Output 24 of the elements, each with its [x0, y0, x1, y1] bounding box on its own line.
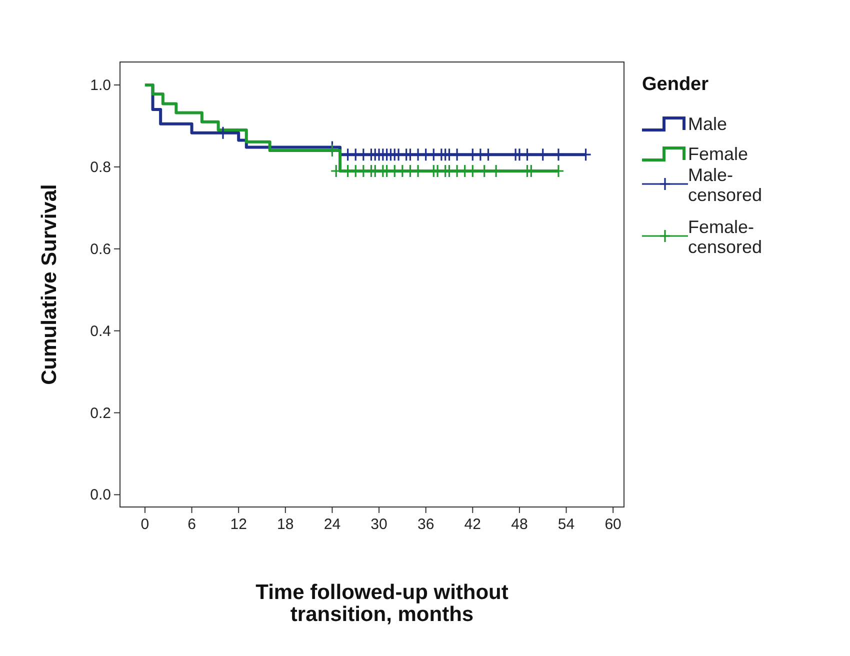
legend-label: Male-censored [688, 165, 762, 205]
x-tick-label: 36 [417, 516, 434, 533]
legend-label: Male [688, 114, 728, 134]
x-tick-label: 0 [140, 516, 150, 533]
y-tick-label: 1.0 [90, 76, 111, 94]
legend-title: Gender [642, 74, 710, 95]
x-tick-label: 60 [604, 516, 622, 533]
y-tick-label: 0.4 [90, 322, 111, 340]
y-tick-label: 0.6 [90, 240, 111, 258]
x-tick-label: 24 [324, 516, 341, 533]
y-tick-label: 0.8 [90, 158, 111, 176]
x-tick-label: 54 [558, 516, 575, 533]
x-tick-label: 30 [370, 516, 388, 533]
legend-label: Female-censored [688, 217, 762, 257]
x-tick-label: 6 [188, 516, 196, 533]
legend-label: Female [688, 144, 748, 164]
x-tick-label: 18 [277, 516, 294, 533]
x-axis-title: Time followed-up without transition, months [256, 581, 508, 626]
x-tick-label: 42 [464, 516, 481, 533]
y-axis-title: Cumulative Survival [38, 184, 61, 385]
x-tick-label: 12 [230, 516, 247, 533]
x-tick-label: 48 [511, 516, 528, 533]
y-tick-label: 0.2 [90, 404, 111, 422]
y-tick-label: 0.0 [90, 486, 111, 504]
